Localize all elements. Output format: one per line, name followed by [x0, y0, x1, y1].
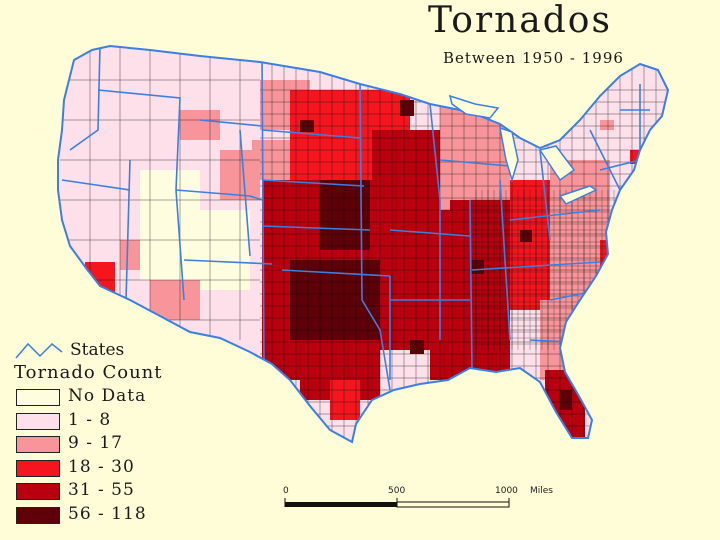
legend-label: 56 - 118 — [68, 503, 147, 524]
state-borders — [61, 46, 650, 391]
legend-states: States — [14, 340, 174, 362]
legend-item: 9 - 17 — [16, 433, 196, 455]
legend-item: 1 - 8 — [16, 409, 196, 432]
legend-item: 56 - 118 — [16, 503, 196, 526]
legend-item: 18 - 30 — [16, 456, 196, 479]
legend-label: No Data — [68, 386, 147, 406]
lake-erie — [558, 185, 598, 205]
county-choropleth — [60, 46, 668, 442]
legend-swatch — [16, 483, 60, 500]
legend-label: 9 - 17 — [68, 433, 123, 453]
legend-item: 31 - 55 — [16, 480, 196, 502]
legend-item: No Data — [16, 386, 196, 408]
lake-superior — [448, 94, 500, 119]
scale-unit: Miles — [530, 486, 553, 496]
lake-michigan — [499, 126, 519, 183]
legend-label: 1 - 8 — [68, 409, 112, 430]
map-title: Tornados — [428, 0, 612, 41]
scale-tick-0: 0 — [283, 486, 289, 496]
legend-label: 18 - 30 — [68, 456, 135, 477]
lake-huron — [538, 145, 576, 182]
legend-swatch — [16, 459, 60, 477]
legend-states-label: States — [70, 340, 125, 360]
legend-swatch — [16, 412, 60, 430]
state-line-icon — [15, 342, 63, 359]
scale-bar-graphic — [284, 498, 510, 508]
legend-swatch — [16, 506, 60, 524]
scale-tick-500: 500 — [388, 486, 406, 496]
scale-bar: 0 500 1000 Miles — [280, 486, 570, 516]
legend-swatch — [16, 389, 60, 406]
map-subtitle: Between 1950 - 1996 — [443, 49, 624, 67]
legend-label: 31 - 55 — [68, 480, 135, 500]
legend-swatch — [16, 436, 60, 453]
legend-title: Tornado Count — [14, 362, 163, 383]
scale-tick-1000: 1000 — [495, 486, 518, 496]
